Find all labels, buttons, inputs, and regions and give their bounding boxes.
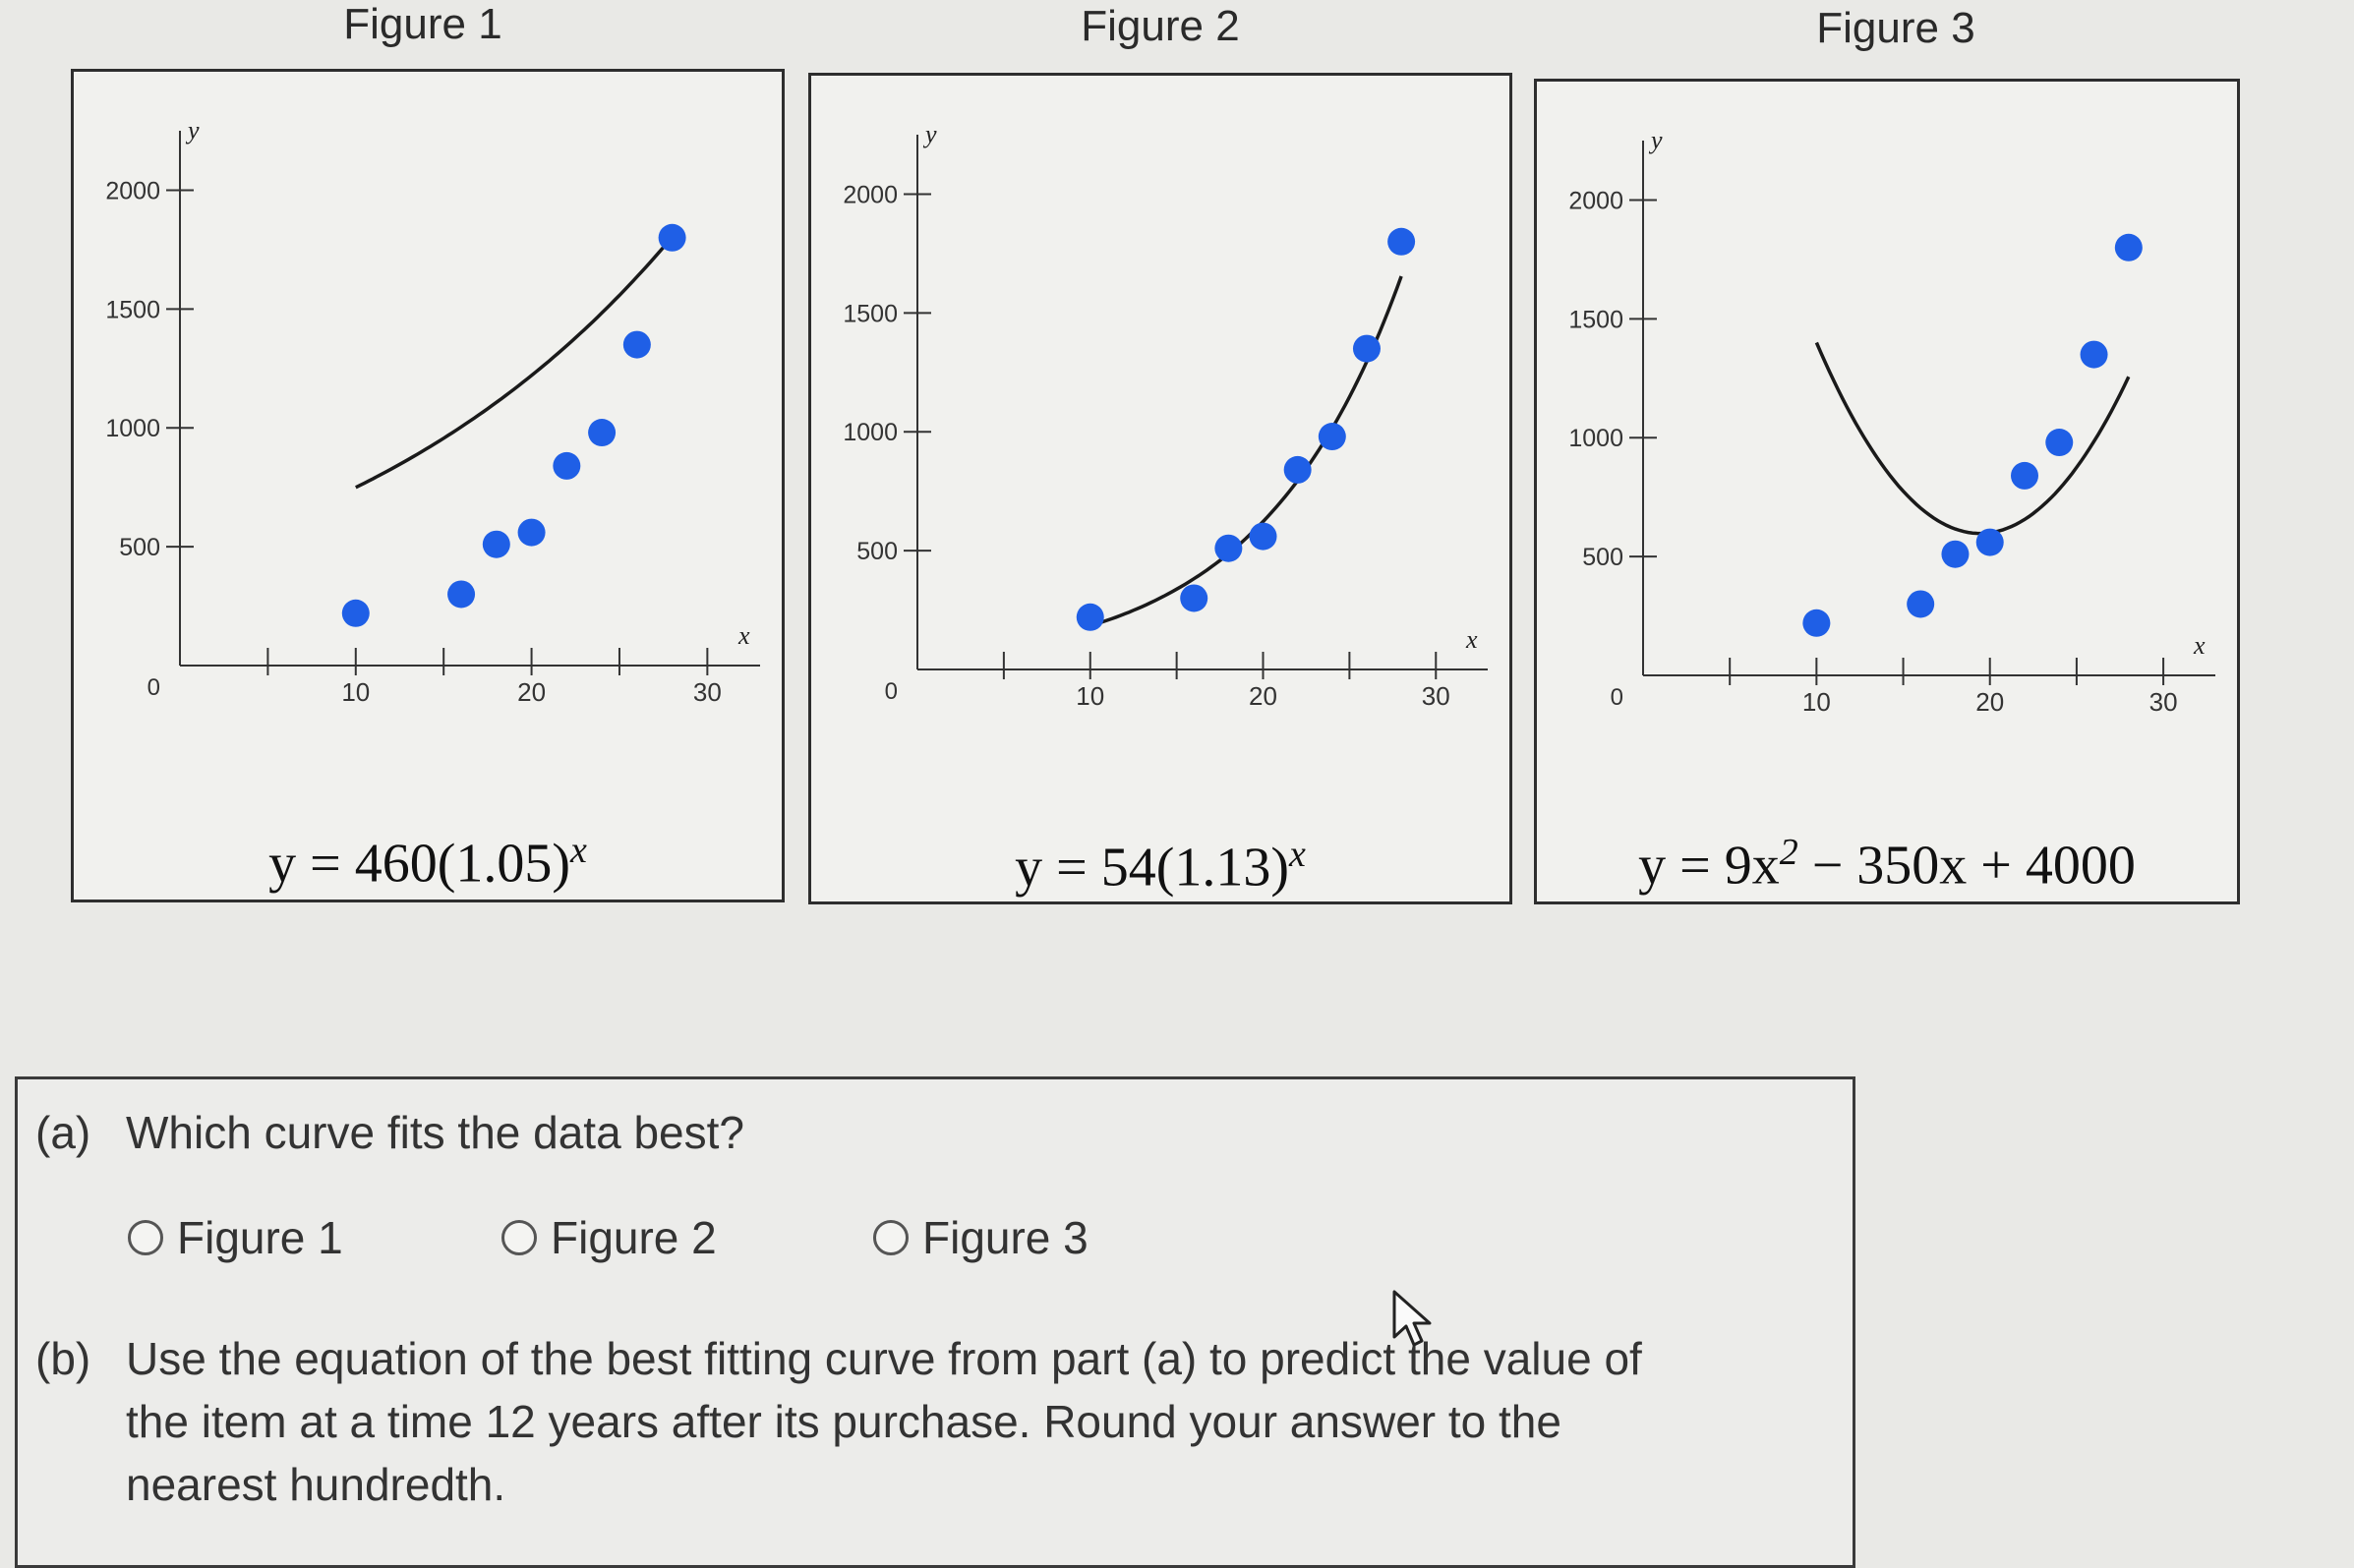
y-axis-label: y	[185, 116, 200, 145]
y-tick-label: 1500	[843, 300, 898, 327]
y-tick-label: 1500	[1568, 306, 1623, 333]
origin-label: 0	[1611, 684, 1623, 711]
question-a-tag: (a)	[35, 1107, 91, 1158]
data-point	[1076, 603, 1104, 631]
radio-icon[interactable]	[873, 1220, 909, 1255]
x-axis-label: x	[1465, 625, 1478, 654]
y-tick-label: 500	[119, 534, 160, 561]
x-tick-label: 20	[517, 677, 546, 707]
data-point	[2011, 461, 2038, 490]
equation-base: y = 54(1.13)	[1015, 837, 1289, 899]
x-tick-label: 20	[1249, 681, 1277, 711]
option-figure-3[interactable]: Figure 3	[873, 1211, 1089, 1264]
y-tick-label: 2000	[1568, 187, 1623, 214]
data-point	[1802, 609, 1831, 637]
figure-2-panel: y x 0 500 1000 1500 2000 10 20 30 y = 54(1.13)x	[808, 73, 1512, 904]
figure-1-panel: y x 0 500 1000 1500 2000 10 20 30 y = 460(1.05)x	[71, 69, 785, 902]
data-point	[1352, 334, 1381, 363]
x-tick-label: 30	[2149, 687, 2178, 717]
data-point	[553, 451, 581, 480]
option-label: Figure 1	[177, 1212, 343, 1263]
y-tick-label: 500	[1582, 544, 1623, 571]
question-a-text: Which curve fits the data best?	[126, 1107, 744, 1158]
question-a: (a) Which curve fits the data best?	[35, 1101, 744, 1164]
y-tick-label: 1000	[105, 415, 160, 442]
equation-base: y = 460(1.05)	[268, 833, 570, 895]
y-axis-label: y	[922, 120, 937, 148]
x-tick-label: 30	[693, 677, 722, 707]
data-point	[658, 223, 686, 252]
figure-2-chart: y x 0 500 1000 1500 2000 10 20 30	[843, 120, 1488, 711]
y-tick-label: 1500	[105, 296, 160, 323]
y-tick-label: 1000	[843, 419, 898, 446]
question-b-line-1: Use the equation of the best fitting cur…	[126, 1333, 1642, 1384]
option-label: Figure 3	[922, 1212, 1089, 1263]
question-b: (b) Use the equation of the best fitting …	[35, 1327, 1642, 1516]
data-point	[1387, 227, 1416, 256]
y-tick-label: 2000	[843, 181, 898, 208]
radio-icon[interactable]	[501, 1220, 537, 1255]
x-tick-label: 20	[1975, 687, 2004, 717]
figure-2-title: Figure 2	[1081, 2, 1240, 50]
origin-label: 0	[147, 674, 160, 701]
origin-label: 0	[885, 678, 898, 705]
equation-exponent: x	[570, 830, 587, 871]
data-point	[447, 580, 476, 609]
data-point	[2045, 429, 2074, 457]
data-point	[482, 530, 510, 558]
x-tick-label: 10	[341, 677, 370, 707]
data-point	[1941, 540, 1970, 568]
data-point	[622, 330, 651, 359]
data-point	[1214, 534, 1243, 562]
data-point	[1180, 584, 1208, 612]
equation-exponent: 2	[1779, 832, 1798, 873]
option-label: Figure 2	[551, 1212, 717, 1263]
figure-1-chart: y x 0 500 1000 1500 2000 10 20 30	[105, 116, 760, 707]
data-point	[2114, 233, 2143, 261]
fit-curve	[1814, 341, 2131, 536]
figure-3-title: Figure 3	[1816, 4, 1975, 52]
question-b-line-2: the item at a time 12 years after its pu…	[126, 1396, 1561, 1447]
option-figure-2[interactable]: Figure 2	[501, 1211, 717, 1264]
data-point	[1318, 423, 1346, 451]
question-box	[15, 1076, 1855, 1568]
equation-base: y = 9x	[1638, 835, 1780, 897]
x-tick-label: 10	[1802, 687, 1831, 717]
x-axis-label: x	[737, 621, 750, 650]
question-b-line-3: nearest hundredth.	[126, 1459, 506, 1510]
figure-1-title: Figure 1	[343, 0, 502, 48]
equation-exponent: x	[1289, 834, 1306, 875]
fit-curve	[1089, 275, 1403, 628]
x-axis-label: x	[2193, 631, 2206, 660]
y-tick-label: 1000	[1568, 425, 1623, 452]
equation-tail: − 350x + 4000	[1797, 835, 2136, 897]
data-point	[1975, 528, 2004, 556]
data-point	[588, 419, 617, 447]
mouse-cursor-icon	[1392, 1290, 1432, 1347]
figure-2-equation: y = 54(1.13)x	[811, 833, 1509, 900]
data-point	[517, 518, 546, 547]
data-point	[1283, 455, 1312, 484]
figure-3-chart: y x 0 500 1000 1500 2000 10 20 30	[1568, 126, 2215, 717]
data-point	[1907, 590, 1935, 618]
option-figure-1[interactable]: Figure 1	[128, 1211, 343, 1264]
figure-1-equation: y = 460(1.05)x	[74, 829, 782, 896]
data-point	[341, 599, 370, 627]
x-tick-label: 10	[1076, 681, 1104, 711]
x-tick-label: 30	[1422, 681, 1450, 711]
y-tick-label: 2000	[105, 177, 160, 204]
figure-3-panel: y x 0 500 1000 1500 2000 10 20 30 y = 9x2 − 350x …	[1534, 79, 2240, 904]
radio-icon[interactable]	[128, 1220, 163, 1255]
y-axis-label: y	[1648, 126, 1663, 154]
fit-curve	[355, 235, 674, 490]
data-point	[2080, 340, 2108, 369]
question-b-tag: (b)	[35, 1333, 91, 1384]
figure-3-equation: y = 9x2 − 350x + 4000	[1537, 831, 2237, 898]
y-tick-label: 500	[856, 538, 898, 565]
data-point	[1249, 522, 1277, 551]
